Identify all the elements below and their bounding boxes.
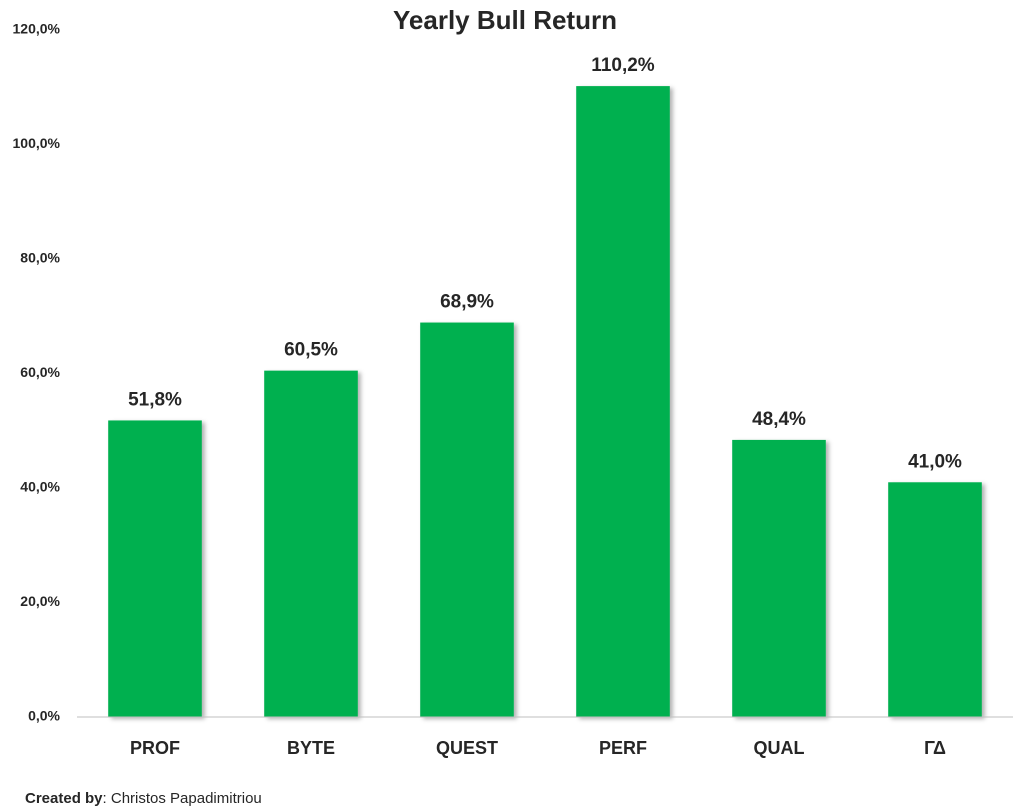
bar [888, 482, 982, 717]
credit-label: Created by [25, 790, 103, 807]
bar [108, 420, 202, 717]
bar [264, 370, 358, 717]
credit-name: : Christos Papadimitriou [103, 790, 262, 807]
x-tick-label: ΓΔ [924, 738, 946, 758]
value-label: 60,5% [284, 340, 338, 361]
bar [732, 439, 826, 717]
y-tick-label: 0,0% [28, 708, 60, 724]
value-label: 48,4% [752, 409, 806, 430]
y-tick-label: 120,0% [13, 21, 61, 37]
value-label: 51,8% [128, 389, 182, 410]
y-tick-label: 100,0% [13, 135, 61, 151]
x-tick-label: PERF [599, 738, 647, 758]
x-tick-label: BYTE [287, 738, 335, 758]
value-label: 110,2% [591, 55, 654, 76]
x-tick-label: PROF [130, 738, 180, 758]
y-tick-label: 80,0% [20, 250, 60, 266]
bar [420, 322, 514, 717]
credit: Created by: Christos Papadimitriou [25, 790, 262, 807]
y-tick-label: 20,0% [20, 593, 60, 609]
value-label: 68,9% [440, 292, 494, 313]
bar [576, 86, 670, 718]
chart-title: Yearly Bull Return [393, 5, 617, 35]
value-label: 41,0% [908, 451, 962, 472]
x-tick-label: QUAL [754, 738, 805, 758]
y-tick-label: 40,0% [20, 479, 60, 495]
x-tick-label: QUEST [436, 738, 498, 758]
y-tick-label: 60,0% [20, 364, 60, 380]
